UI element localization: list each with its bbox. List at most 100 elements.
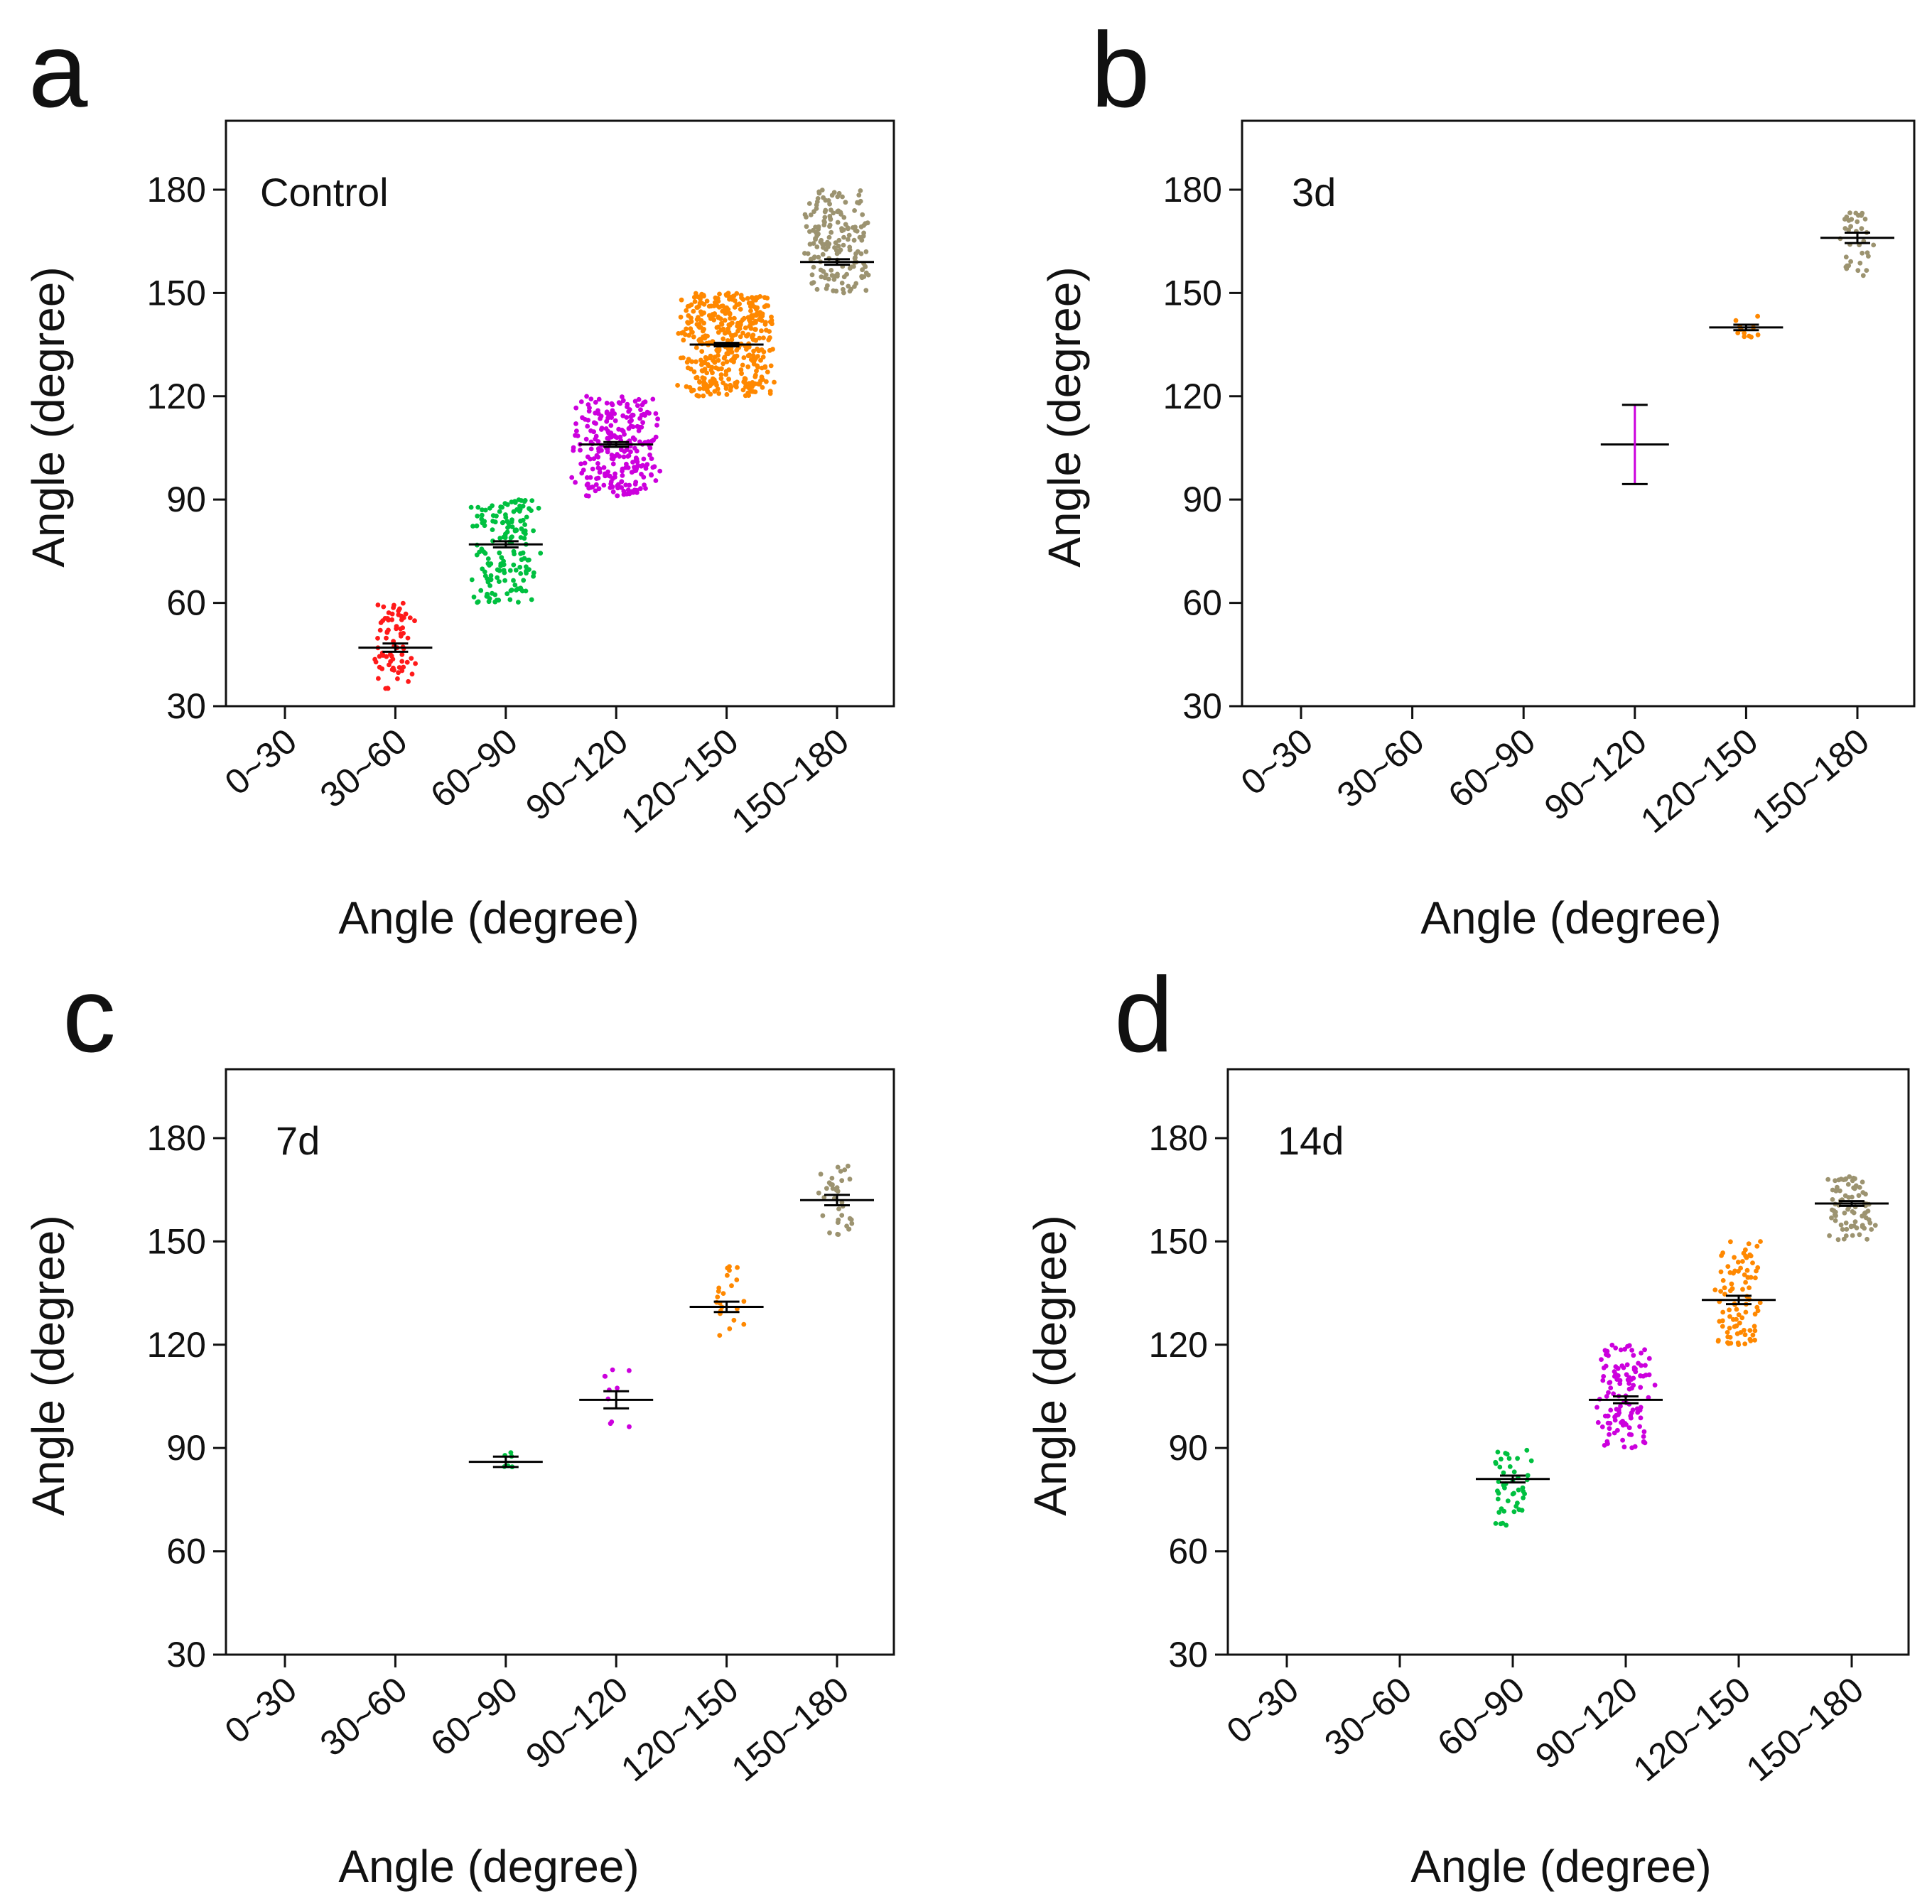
data-point (1750, 1260, 1755, 1265)
y-axis-title: Angle (degree) (1039, 266, 1090, 567)
data-point (578, 448, 583, 453)
data-point (694, 393, 700, 398)
data-point (529, 597, 534, 602)
data-point (1511, 1469, 1517, 1475)
data-point (627, 419, 632, 424)
data-point (731, 1317, 737, 1323)
data-point (743, 380, 748, 386)
data-point (718, 376, 724, 382)
data-point (373, 659, 379, 665)
data-point (527, 506, 531, 512)
data-point (734, 1277, 740, 1282)
data-point (1605, 1420, 1611, 1426)
data-point (814, 244, 820, 249)
data-point (1496, 1491, 1501, 1496)
data-point (1614, 1407, 1619, 1412)
x-tick-label: 150~180 (1739, 1670, 1871, 1790)
data-point (740, 330, 745, 336)
series-60~90 (1476, 1447, 1550, 1528)
data-point (497, 550, 502, 556)
data-point (736, 302, 742, 307)
data-point (760, 355, 766, 359)
data-point (1850, 1178, 1855, 1184)
data-point (835, 1231, 841, 1237)
data-point (747, 386, 752, 391)
panel-d: d 30 60 90 120 150 180 Angle (degree) 0~30 30~60 6… (1025, 955, 1910, 1892)
data-point (1742, 330, 1747, 336)
x-tick-label: 60~90 (1430, 1670, 1532, 1764)
y-tick-label: 120 (1163, 377, 1222, 416)
data-point (507, 597, 513, 602)
data-point (1860, 1179, 1865, 1185)
data-point (1727, 1307, 1732, 1313)
series-150~180 (1815, 1174, 1889, 1243)
data-point (820, 1213, 826, 1218)
data-point (585, 402, 591, 407)
data-point (1860, 1224, 1865, 1230)
data-point (743, 325, 748, 330)
data-point (396, 665, 402, 670)
data-point (721, 1291, 726, 1296)
data-point (726, 294, 732, 299)
data-point (1755, 313, 1761, 319)
data-point (1838, 1222, 1844, 1228)
data-point (1608, 1385, 1614, 1390)
data-point (653, 411, 659, 416)
data-point (691, 308, 696, 314)
data-point (818, 267, 824, 273)
data-point (752, 374, 758, 379)
data-point (760, 313, 765, 319)
data-point (726, 367, 732, 372)
data-point (1735, 330, 1741, 335)
data-point (1617, 1381, 1623, 1386)
data-point (595, 465, 601, 470)
data-point (574, 428, 579, 433)
data-point (487, 505, 492, 511)
data-point (715, 386, 721, 391)
data-point (1718, 1289, 1724, 1294)
data-point (621, 492, 627, 497)
data-point (687, 385, 693, 390)
y-axis-title: Angle (degree) (23, 1215, 74, 1515)
data-point (399, 659, 405, 664)
data-point (595, 439, 601, 444)
data-point (1642, 1347, 1648, 1353)
data-point (1720, 1309, 1726, 1315)
data-point (511, 578, 516, 583)
data-point (1833, 1178, 1838, 1184)
data-point (841, 234, 846, 240)
data-point (723, 383, 728, 389)
data-point (727, 1326, 733, 1331)
data-point (686, 357, 691, 362)
data-point (858, 251, 864, 256)
data-point (860, 212, 865, 217)
data-point (1753, 1275, 1758, 1281)
data-point (1864, 268, 1869, 273)
data-point (627, 1368, 632, 1373)
data-point (683, 332, 688, 337)
data-point (840, 194, 845, 200)
data-point (626, 426, 632, 431)
data-point (1866, 254, 1871, 259)
x-tick-label: 120~150 (1626, 1670, 1758, 1790)
data-point (723, 310, 728, 315)
data-point (824, 247, 829, 252)
y-tick-label: 90 (166, 1428, 206, 1468)
data-point (404, 659, 410, 665)
data-point (847, 1216, 853, 1221)
data-point (767, 329, 772, 334)
data-point (409, 671, 415, 677)
data-point (1860, 273, 1866, 278)
data-point (1637, 1407, 1643, 1413)
data-point (841, 215, 847, 220)
data-point (758, 357, 763, 363)
data-point (721, 355, 727, 361)
data-point (1864, 1236, 1870, 1242)
data-point (754, 368, 759, 374)
data-point (524, 564, 529, 570)
data-point (1736, 1342, 1742, 1347)
data-point (1872, 1223, 1878, 1228)
data-point (826, 1180, 832, 1186)
data-point (858, 188, 863, 193)
data-point (743, 384, 748, 389)
